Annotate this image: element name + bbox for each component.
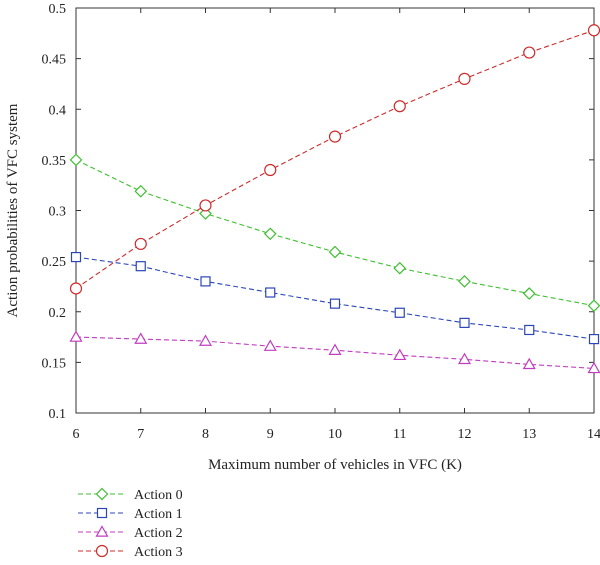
x-tick-label: 11	[393, 427, 406, 442]
legend-label: Action 0	[134, 488, 183, 503]
plot-axes: 6 7 8 9 10 11 12 13 14 0.1 0.15 0.2 0.25 0.3 0.35 0.4 0.…	[42, 2, 600, 442]
data-point	[587, 299, 600, 313]
data-point	[134, 184, 148, 198]
legend: Action 0 Action 1 Action 2 Action 3	[78, 487, 183, 560]
data-point	[199, 199, 212, 212]
y-tick-label: 0.2	[49, 306, 67, 321]
data-point	[69, 153, 83, 167]
data-point	[263, 227, 277, 241]
data-point	[134, 332, 148, 344]
series-line	[75, 159, 595, 307]
data-point	[328, 130, 342, 143]
x-tick-label: 10	[328, 427, 342, 442]
y-axis-label: Action probabilities of VFC system	[5, 103, 21, 317]
x-tick-label: 14	[587, 427, 600, 442]
data-point	[588, 333, 600, 345]
data-point	[263, 339, 277, 351]
data-point	[135, 261, 146, 272]
data-point	[523, 46, 536, 59]
x-tick-label: 12	[458, 427, 472, 442]
x-tick-label: 6	[73, 427, 80, 442]
legend-label: Action 1	[134, 507, 183, 522]
data-point	[70, 251, 82, 263]
data-point	[587, 361, 600, 374]
series-action-2	[69, 330, 600, 374]
data-point	[69, 330, 83, 342]
data-point	[328, 245, 342, 259]
data-point	[587, 24, 600, 37]
legend-marker	[96, 507, 108, 519]
data-point	[328, 343, 342, 355]
legend-item: Action 0	[78, 487, 183, 503]
legend-label: Action 2	[134, 526, 183, 541]
data-point	[264, 163, 277, 177]
legend-marker	[95, 525, 109, 537]
data-point	[459, 317, 470, 328]
y-tick-label: 0.15	[42, 356, 67, 371]
y-tick-label: 0.25	[42, 255, 67, 270]
data-point	[265, 287, 276, 298]
data-point	[393, 348, 407, 361]
x-tick-label: 8	[202, 427, 209, 442]
data-point	[329, 298, 341, 309]
data-point	[200, 276, 211, 287]
x-tick-label: 7	[137, 427, 144, 442]
series-action-3	[69, 24, 600, 295]
y-tick-label: 0.3	[49, 205, 67, 220]
y-tick-label: 0.4	[49, 103, 67, 118]
series-action-0	[69, 153, 600, 313]
x-tick-label: 13	[522, 427, 536, 442]
data-point	[198, 334, 213, 346]
legend-item: Action 3	[78, 544, 183, 560]
data-point	[134, 237, 147, 251]
legend-item: Action 2	[78, 525, 183, 541]
y-tick-label: 0.35	[42, 154, 67, 169]
data-point	[393, 261, 407, 275]
data-point	[458, 72, 471, 85]
series-layer	[69, 24, 600, 374]
y-tick-label: 0.1	[49, 407, 67, 422]
x-axis-label: Maximum number of vehicles in VFC (K)	[208, 457, 462, 473]
data-point	[69, 282, 83, 295]
x-tick-label: 9	[267, 427, 274, 442]
legend-label: Action 3	[134, 545, 183, 560]
series-line	[75, 256, 595, 340]
series-action-1	[70, 251, 600, 345]
data-point	[457, 352, 472, 365]
data-point	[394, 307, 405, 318]
data-point	[524, 324, 535, 336]
data-point	[393, 100, 406, 113]
y-tick-label: 0.45	[42, 53, 67, 68]
legend-marker	[95, 544, 109, 558]
y-tick-label: 0.5	[49, 2, 67, 17]
legend-item: Action 1	[78, 507, 183, 522]
data-point	[522, 357, 536, 370]
data-point	[458, 275, 471, 288]
data-point	[522, 287, 536, 300]
legend-marker	[95, 487, 109, 501]
